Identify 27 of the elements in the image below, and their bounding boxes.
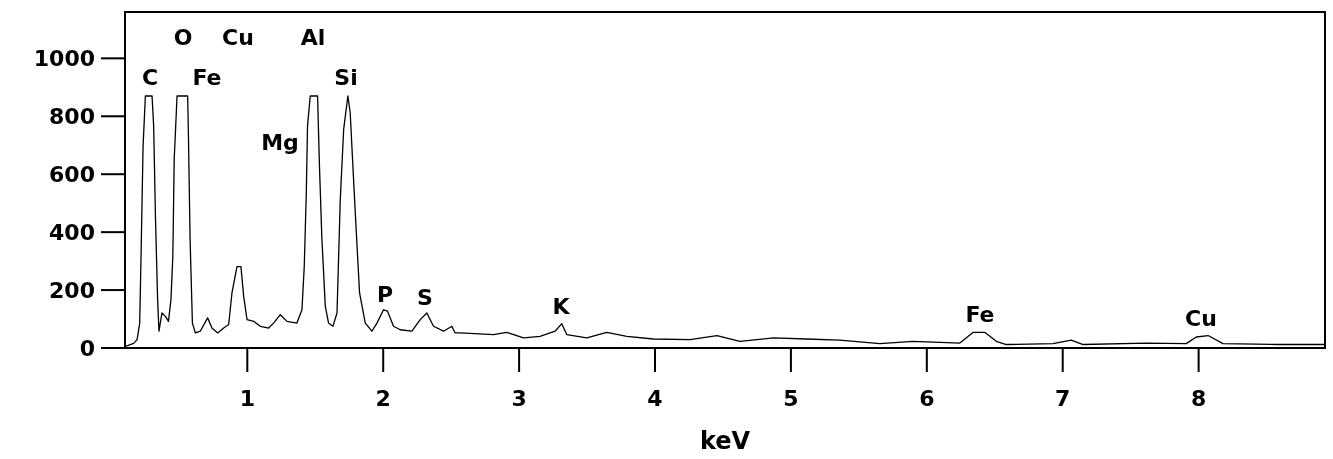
annotation: Cu bbox=[222, 25, 254, 50]
y-tick-label: 400 bbox=[49, 220, 95, 246]
y-tick-label: 200 bbox=[49, 278, 95, 304]
x-tick-label: 5 bbox=[783, 386, 799, 411]
x-tick-label: 6 bbox=[919, 386, 935, 411]
annotation: S bbox=[417, 285, 433, 310]
x-tick-label: 1 bbox=[239, 386, 255, 411]
x-tick-label: 7 bbox=[1055, 386, 1071, 411]
y-tick-label: 1000 bbox=[33, 46, 95, 72]
x-tick-label: 8 bbox=[1190, 386, 1207, 411]
annotation: Al bbox=[300, 25, 326, 50]
x-tick-label: 4 bbox=[647, 386, 663, 411]
y-tick-label: 0 bbox=[79, 336, 95, 361]
x-tick-label: 3 bbox=[511, 386, 527, 411]
x-axis-title: keV bbox=[699, 427, 751, 455]
annotation: K bbox=[552, 294, 571, 319]
annotation: Mg bbox=[261, 130, 299, 155]
x-tick-label: 2 bbox=[375, 386, 391, 411]
annotation: O bbox=[173, 25, 193, 50]
annotation: Cu bbox=[1185, 306, 1217, 331]
y-tick-label: 600 bbox=[49, 162, 95, 188]
y-tick-label: 800 bbox=[49, 104, 95, 130]
annotation: P bbox=[376, 282, 394, 307]
annotation: Si bbox=[334, 65, 358, 90]
annotation: C bbox=[141, 65, 159, 90]
annotation: Fe bbox=[965, 302, 995, 327]
annotation: Fe bbox=[192, 65, 222, 90]
